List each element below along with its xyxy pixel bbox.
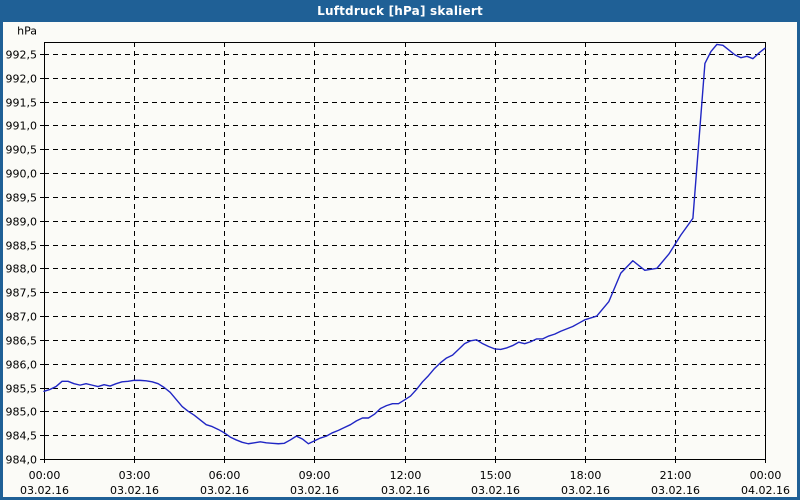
- x-axis-date-label: 03.02.16: [561, 484, 610, 497]
- window-title: Luftdruck [hPa] skaliert: [0, 0, 800, 22]
- y-axis-tick-label: 991,5: [6, 97, 38, 110]
- x-axis-time-label: 18:00: [570, 469, 602, 482]
- x-axis-date-label: 03.02.16: [110, 484, 159, 497]
- x-axis-time-label: 12:00: [390, 469, 422, 482]
- y-axis-tick-label: 987,5: [6, 287, 38, 300]
- y-axis-tick-label: 985,5: [6, 383, 38, 396]
- x-axis-date-label: 03.02.16: [651, 484, 700, 497]
- y-axis-unit-label: hPa: [17, 25, 37, 38]
- x-axis-time-label: 00:00: [750, 469, 782, 482]
- x-axis-date-label: 03.02.16: [471, 484, 520, 497]
- x-axis-time-label: 00:00: [29, 469, 61, 482]
- x-axis-time-label: 06:00: [209, 469, 241, 482]
- x-axis-date-label: 03.02.16: [381, 484, 430, 497]
- data-series: [43, 43, 766, 445]
- y-axis-tick-label: 992,5: [6, 49, 38, 62]
- x-axis-time-label: 21:00: [660, 469, 692, 482]
- y-axis-tick-label: 989,5: [6, 192, 38, 205]
- x-axis-labels: 00:00 03.02.16 03:00 03.02.16 06:00 03.02.16 0…: [20, 469, 790, 497]
- y-axis-tick-label: 989,0: [6, 216, 38, 229]
- x-axis-date-label: 03.02.16: [200, 484, 249, 497]
- y-axis-tick-label: 990,0: [6, 168, 38, 181]
- y-axis-tick-label: 984,0: [6, 454, 38, 467]
- plot-area-container: 992,5 992,0 991,5 991,0 990,5 990,0 989,5 989,0…: [3, 22, 797, 498]
- gridlines: [44, 42, 765, 460]
- series-line-luftdruck: [43, 43, 766, 445]
- y-axis-tick-label: 986,0: [6, 359, 38, 372]
- y-axis-tick-label: 987,0: [6, 311, 38, 324]
- y-axis-tick-label: 988,0: [6, 263, 38, 276]
- y-axis-tick-label: 990,5: [6, 144, 38, 157]
- y-axis-tick-label: 988,5: [6, 240, 38, 253]
- y-axis-tick-label: 991,0: [6, 120, 38, 133]
- tick-marks: [40, 54, 766, 463]
- y-axis-labels: 992,5 992,0 991,5 991,0 990,5 990,0 989,5 989,0…: [6, 25, 38, 467]
- x-axis-time-label: 15:00: [480, 469, 512, 482]
- y-axis-tick-label: 992,0: [6, 73, 38, 86]
- x-axis-time-label: 03:00: [119, 469, 151, 482]
- x-axis-date-label: 04.02.16: [741, 484, 790, 497]
- x-axis-date-label: 03.02.16: [20, 484, 69, 497]
- y-axis-tick-label: 986,5: [6, 335, 38, 348]
- y-axis-tick-label: 984,5: [6, 430, 38, 443]
- x-axis-time-label: 09:00: [299, 469, 331, 482]
- pressure-line-chart: 992,5 992,0 991,5 991,0 990,5 990,0 989,5 989,0…: [6, 25, 790, 498]
- y-axis-tick-label: 985,0: [6, 406, 38, 419]
- x-axis-date-label: 03.02.16: [290, 484, 339, 497]
